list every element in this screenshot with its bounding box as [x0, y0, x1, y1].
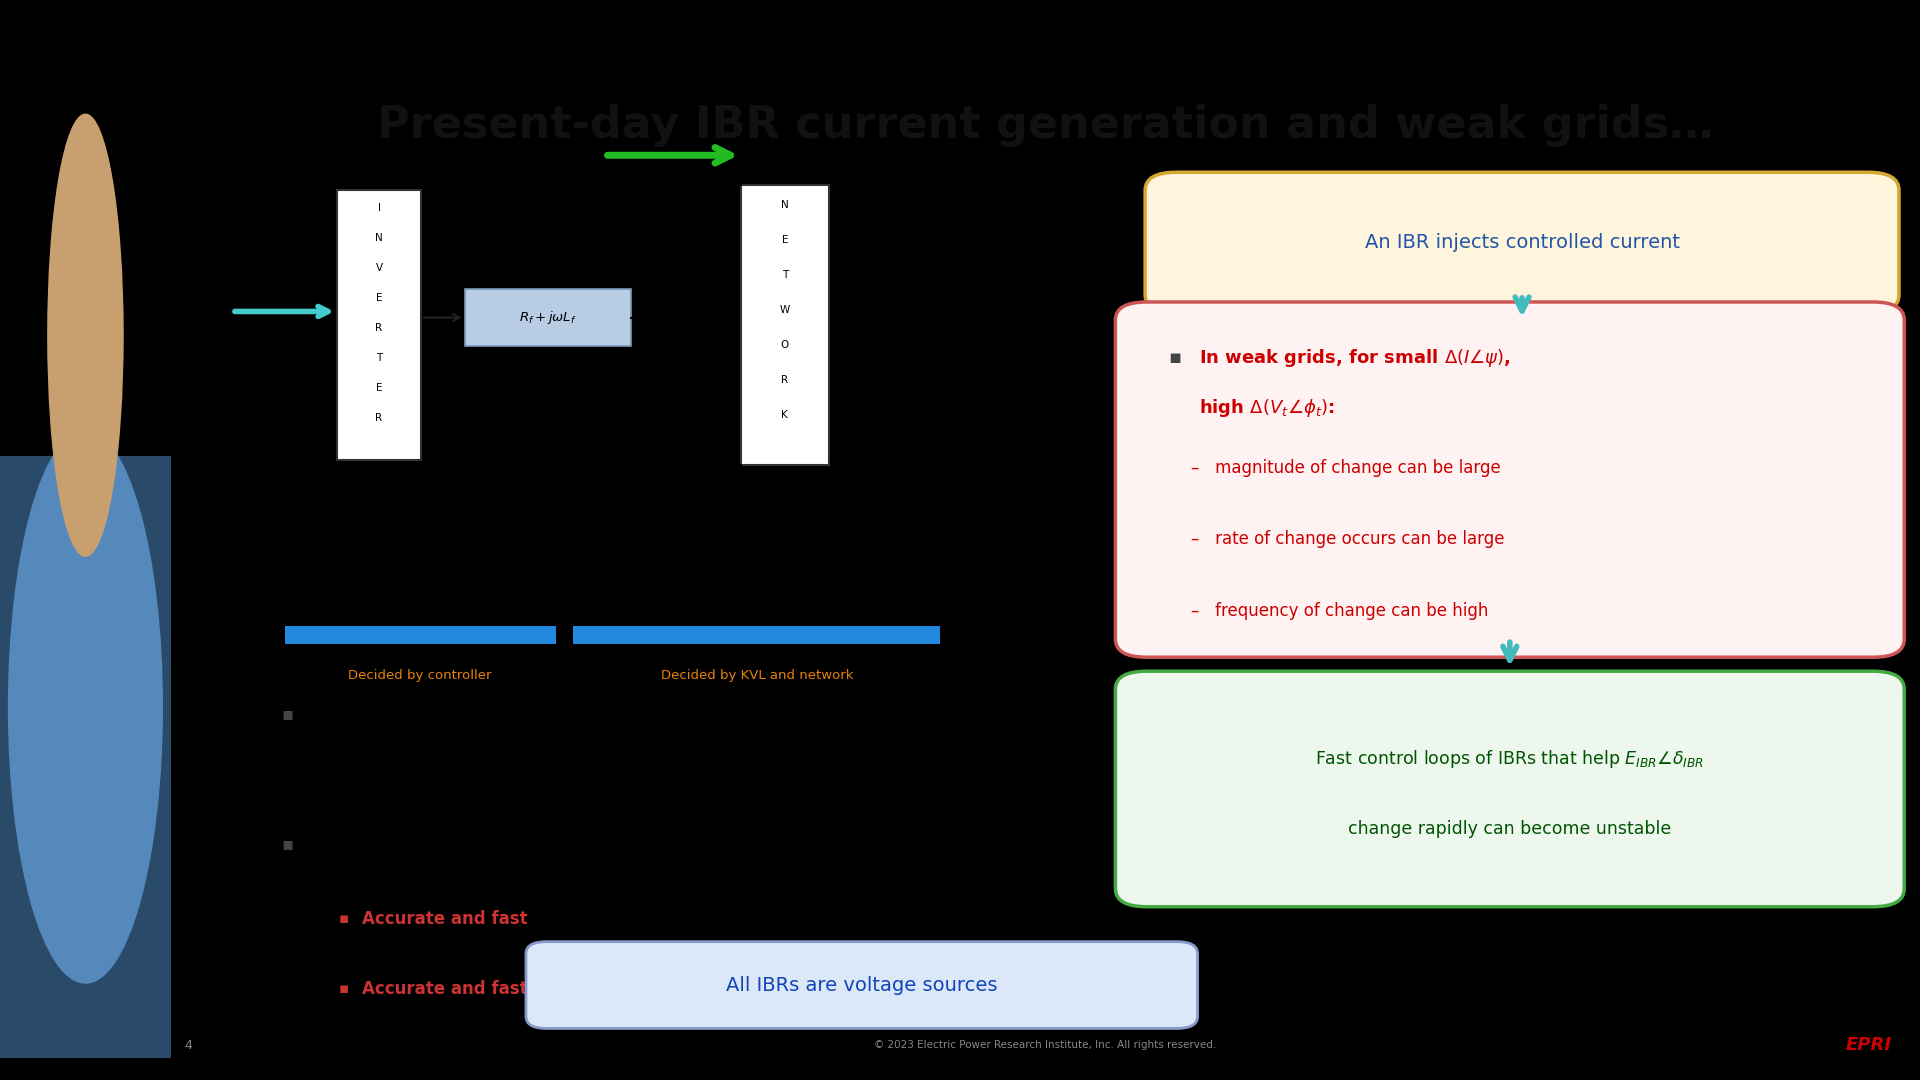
Text: W: W [780, 305, 789, 315]
Text: $R_f + j\omega L_f$: $R_f + j\omega L_f$ [518, 309, 576, 326]
Bar [0, 456, 171, 1058]
Text: K: K [781, 409, 789, 420]
Text: R: R [376, 413, 382, 422]
Bar [338, 190, 420, 460]
FancyBboxPatch shape [1116, 302, 1905, 658]
Text: –   magnitude of change can be large: – magnitude of change can be large [1190, 459, 1500, 476]
Text: change rapidly can become unstable: change rapidly can become unstable [1348, 820, 1672, 838]
Text: $I\angle\psi$: $I\angle\psi$ [430, 249, 457, 268]
Bar [574, 626, 941, 645]
Text: T: T [376, 353, 382, 363]
Bar [465, 288, 632, 347]
Text: Accurate and fast: Accurate and fast [361, 980, 528, 998]
Text: $P_{src},Q_{src}$: $P_{src},Q_{src}$ [649, 100, 701, 116]
Text: An IBR injects controlled current: An IBR injects controlled current [1365, 233, 1680, 252]
Text: I: I [378, 203, 380, 213]
Text: Decided by KVL and network: Decided by KVL and network [660, 670, 852, 683]
Text: In weak grids, for small $\Delta(I\angle\psi)$,: In weak grids, for small $\Delta(I\angle… [1200, 347, 1511, 369]
FancyBboxPatch shape [526, 942, 1198, 1028]
Text: $P_{ref},Q_{ref}$: $P_{ref},Q_{ref}$ [275, 303, 328, 319]
Text: Fast control loops of IBRs that help $E_{IBR}\angle\delta_{IBR}$: Fast control loops of IBRs that help $E_… [1315, 748, 1705, 770]
Text: R: R [376, 323, 382, 333]
Bar [741, 185, 829, 464]
Text: N: N [374, 233, 382, 243]
Text: EPRI: EPRI [1845, 1037, 1891, 1054]
Text: –   $E_{IBR}\angle\delta_{IBR}$ must change rapidly when $V_t\angle\phi_t$ chang: – $E_{IBR}\angle\delta_{IBR}$ must chang… [334, 778, 789, 800]
Text: ▪: ▪ [338, 981, 349, 996]
Text: $\dfrac{P_{ref}-jQ_{ref}}{V_t\angle-\phi_{PLL}}=(I\angle\psi)_{ref}\approx I\ang: $\dfrac{P_{ref}-jQ_{ref}}{V_t\angle-\phi… [470, 537, 885, 582]
Text: current controller to generate: current controller to generate [545, 980, 797, 998]
FancyBboxPatch shape [1116, 671, 1905, 907]
Text: high $\Delta(V_t\angle\phi_t)$:: high $\Delta(V_t\angle\phi_t)$: [1200, 396, 1334, 419]
Text: 4: 4 [184, 1039, 192, 1052]
Ellipse shape [8, 431, 163, 983]
Circle shape [48, 114, 123, 556]
Text: Accurate and fast: Accurate and fast [361, 909, 528, 928]
Text: © 2023 Electric Power Research Institute, Inc. All rights reserved.: © 2023 Electric Power Research Institute… [874, 1040, 1217, 1051]
Text: –   frequency of change can be high: – frequency of change can be high [1190, 603, 1488, 620]
FancyBboxPatch shape [1144, 172, 1899, 313]
Text: N: N [781, 200, 789, 211]
Text: ▪: ▪ [280, 705, 294, 724]
Text: O: O [781, 340, 789, 350]
Text: –   rate of change occurs can be large: – rate of change occurs can be large [1190, 530, 1503, 549]
Text: To enable a rapid change in $E_{IBR}\angle\delta_{IBR}$: To enable a rapid change in $E_{IBR}\ang… [313, 833, 653, 855]
Text: V: V [376, 264, 382, 273]
Bar [284, 626, 555, 645]
Text: All IBRs are voltage sources: All IBRs are voltage sources [726, 975, 998, 995]
Text: Decided by controller: Decided by controller [348, 670, 492, 683]
Text: E: E [376, 382, 382, 393]
Text: E: E [376, 293, 382, 303]
Text: Present-day IBR current generation and weak grids…: Present-day IBR current generation and w… [376, 104, 1715, 147]
Text: $E_{IBR}\angle\delta_{IBR}$: $E_{IBR}\angle\delta_{IBR}$ [382, 1043, 465, 1064]
Text: E: E [781, 235, 787, 245]
Text: ▪: ▪ [338, 912, 349, 927]
Text: $E_{IBR}\angle\delta_{IBR}$: $E_{IBR}\angle\delta_{IBR}$ [432, 423, 490, 440]
Text: R: R [781, 375, 789, 384]
Text: ▪: ▪ [280, 835, 294, 853]
Text: estimation of $\phi_{PLL}\approx\phi_t$: estimation of $\phi_{PLL}\approx\phi_t$ [545, 907, 735, 930]
Text: To ensure $I\angle\psi \approx (I\angle\psi)_{ref}$: To ensure $I\angle\psi \approx (I\angle\… [313, 703, 532, 725]
Text: ▪: ▪ [1167, 349, 1181, 367]
Text: $V_t\angle\phi_t$: $V_t\angle\phi_t$ [680, 427, 718, 443]
Text: T: T [781, 270, 787, 280]
